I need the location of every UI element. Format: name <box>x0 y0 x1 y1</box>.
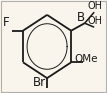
Text: OMe: OMe <box>74 54 98 64</box>
Text: OH: OH <box>88 16 103 26</box>
Text: B: B <box>77 11 85 24</box>
Text: OH: OH <box>88 1 103 11</box>
Text: Br: Br <box>33 76 46 89</box>
Text: F: F <box>3 16 10 29</box>
